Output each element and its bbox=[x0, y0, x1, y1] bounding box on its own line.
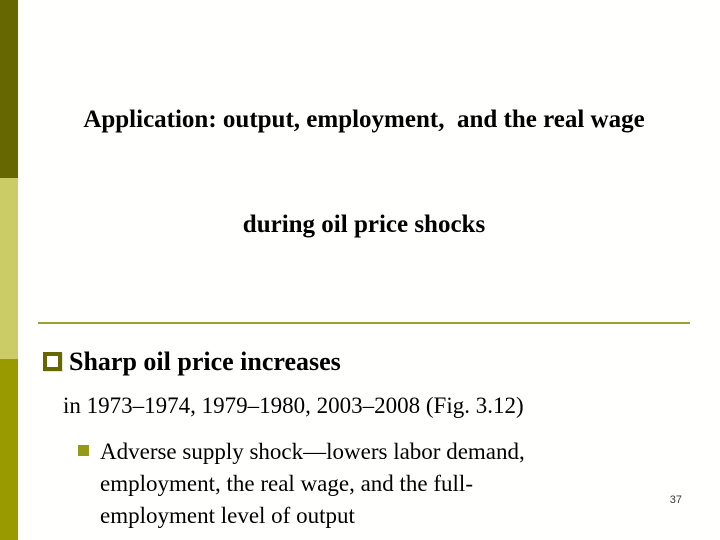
hollow-square-bullet-icon bbox=[43, 352, 62, 371]
main-bullet-text: Sharp oil price increases bbox=[69, 347, 341, 376]
slide-title-line-1: Application: output, employment, and the… bbox=[83, 106, 645, 133]
page-number: 37 bbox=[669, 494, 682, 506]
sub-bullet-text: Adverse supply shock—lowers labor demand… bbox=[100, 439, 525, 528]
sub-bullet-list: Adverse supply shock—lowers labor demand… bbox=[18, 436, 720, 540]
slide-content: Application: output, employment, and the… bbox=[18, 0, 720, 540]
sidebar-accent-bar bbox=[0, 0, 18, 540]
main-bullet-item: Sharp oil price increases bbox=[43, 348, 720, 375]
date-range-text: in 1973–1974, 1979–1980, 2003–2008 (Fig.… bbox=[63, 393, 524, 418]
title-divider bbox=[38, 322, 690, 324]
filled-square-bullet-icon bbox=[78, 445, 89, 456]
slide-title: Application: output, employment, and the… bbox=[18, 32, 720, 312]
bar-segment-bottom bbox=[0, 359, 18, 540]
slide-title-line-2: during oil price shocks bbox=[242, 211, 486, 238]
sub-bullet-item: Adverse supply shock—lowers labor demand… bbox=[78, 436, 720, 532]
bar-segment-top bbox=[0, 0, 18, 178]
bar-segment-middle bbox=[0, 178, 18, 359]
